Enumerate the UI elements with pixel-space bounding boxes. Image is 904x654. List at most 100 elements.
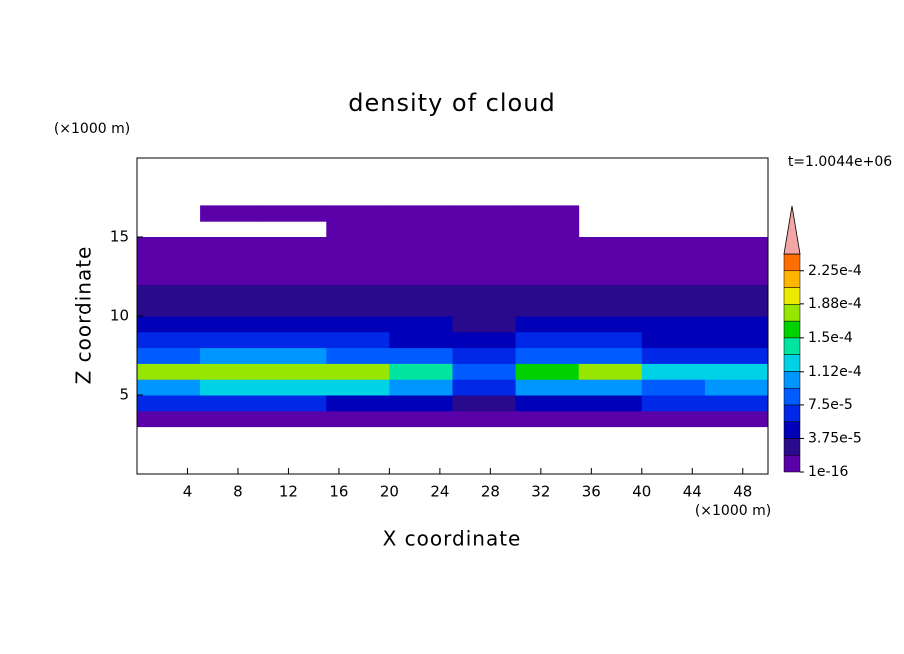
contour-cell xyxy=(515,347,580,364)
chart-title: density of cloud xyxy=(348,89,555,117)
y-axis-title: Z coordinate xyxy=(72,246,96,385)
contour-cell xyxy=(263,268,327,285)
contour-cell xyxy=(326,221,390,238)
colorbar-box xyxy=(783,438,801,456)
contour-cell xyxy=(389,268,453,285)
contour-cell xyxy=(137,268,201,285)
contour-cell xyxy=(578,347,643,364)
contour-cell xyxy=(704,379,769,396)
colorbar-box xyxy=(783,421,801,439)
contour-cell xyxy=(389,410,453,428)
contour-cell xyxy=(200,268,264,285)
contour-cell xyxy=(326,410,390,428)
colorbar-label: 3.75e-5 xyxy=(808,430,862,446)
contour-cell xyxy=(515,205,580,222)
contour-cell xyxy=(263,395,327,412)
contour-cell xyxy=(452,252,517,270)
contour-cell xyxy=(263,347,327,364)
contour-cell xyxy=(704,316,769,333)
x-axis-title: X coordinate xyxy=(383,527,522,551)
contour-cell xyxy=(326,237,390,254)
contour-cell xyxy=(326,268,390,285)
contour-cell xyxy=(326,205,390,222)
contour-cell xyxy=(704,252,769,270)
contour-cell xyxy=(641,316,706,333)
contour-cell xyxy=(389,316,453,333)
x-tick-label: 40 xyxy=(632,483,651,501)
colorbar-box xyxy=(783,371,801,389)
colorbar-extend xyxy=(783,205,801,255)
x-tick-label: 8 xyxy=(233,483,243,501)
contour-cell xyxy=(200,205,264,222)
contour-cell xyxy=(326,316,390,333)
x-tick-label: 20 xyxy=(380,483,399,501)
contour-cell xyxy=(641,284,706,301)
contour-cell xyxy=(578,300,643,317)
contour-cell xyxy=(452,363,517,380)
x-tick-label: 36 xyxy=(582,483,601,501)
contour-cell xyxy=(263,316,327,333)
contour-cell xyxy=(137,410,201,428)
colorbar-box xyxy=(783,320,801,339)
contour-cell xyxy=(641,268,706,285)
contour-cell xyxy=(389,395,453,412)
contour-cell xyxy=(389,379,453,396)
contour-cell xyxy=(515,316,580,333)
contour-cell xyxy=(263,252,327,270)
colorbar-label: 1.5e-4 xyxy=(808,330,853,346)
contour-cell xyxy=(704,237,769,254)
contour-cell xyxy=(515,284,580,301)
contour-cell xyxy=(641,252,706,270)
colorbar-box xyxy=(783,253,801,272)
contour-cell xyxy=(389,221,453,238)
contour-cell xyxy=(704,268,769,285)
contour-cell xyxy=(263,284,327,301)
colorbar-box xyxy=(783,270,801,288)
contour-cell xyxy=(515,268,580,285)
contour-cell xyxy=(389,252,453,270)
contour-cell xyxy=(137,316,201,333)
contour-cell xyxy=(200,237,264,254)
contour-cell xyxy=(200,395,264,412)
contour-cell xyxy=(578,395,643,412)
contour-cell xyxy=(263,331,327,349)
contour-cell xyxy=(137,395,201,412)
contour-cell xyxy=(200,363,264,380)
contour-cell xyxy=(200,379,264,396)
contour-cell xyxy=(326,284,390,301)
contour-cell xyxy=(326,379,390,396)
x-unit: (×1000 m) xyxy=(695,503,771,519)
y-unit: (×1000 m) xyxy=(54,121,130,137)
contour-cell xyxy=(515,410,580,428)
colorbar-box xyxy=(783,354,801,372)
contour-cell xyxy=(389,284,453,301)
contour-cell xyxy=(578,331,643,349)
contour-cell xyxy=(326,363,390,380)
colorbar-box xyxy=(783,404,801,422)
x-tick-label: 48 xyxy=(733,483,752,501)
colorbar-box xyxy=(783,337,801,355)
contour-cell xyxy=(641,363,706,380)
contour-cell xyxy=(641,331,706,349)
contour-cell xyxy=(200,316,264,333)
contour-cell xyxy=(515,379,580,396)
contour-cell xyxy=(704,300,769,317)
contour-cell xyxy=(263,363,327,380)
contour-cell xyxy=(641,395,706,412)
contour-cell xyxy=(515,237,580,254)
contour-cell xyxy=(452,347,517,364)
colorbar-label: 1.12e-4 xyxy=(808,364,862,380)
contour-cell xyxy=(641,300,706,317)
contour-cell xyxy=(704,395,769,412)
contour-cell xyxy=(452,410,517,428)
x-tick-label: 28 xyxy=(481,483,500,501)
contour-cell xyxy=(389,205,453,222)
contour-cell xyxy=(200,410,264,428)
colorbar-label: 2.25e-4 xyxy=(808,263,862,279)
contour-cell xyxy=(326,347,390,364)
contour-cell xyxy=(704,331,769,349)
contour-cell xyxy=(578,363,643,380)
contour-cell xyxy=(704,347,769,364)
colorbar-box xyxy=(783,454,801,473)
y-tick-label: 15 xyxy=(110,228,129,246)
